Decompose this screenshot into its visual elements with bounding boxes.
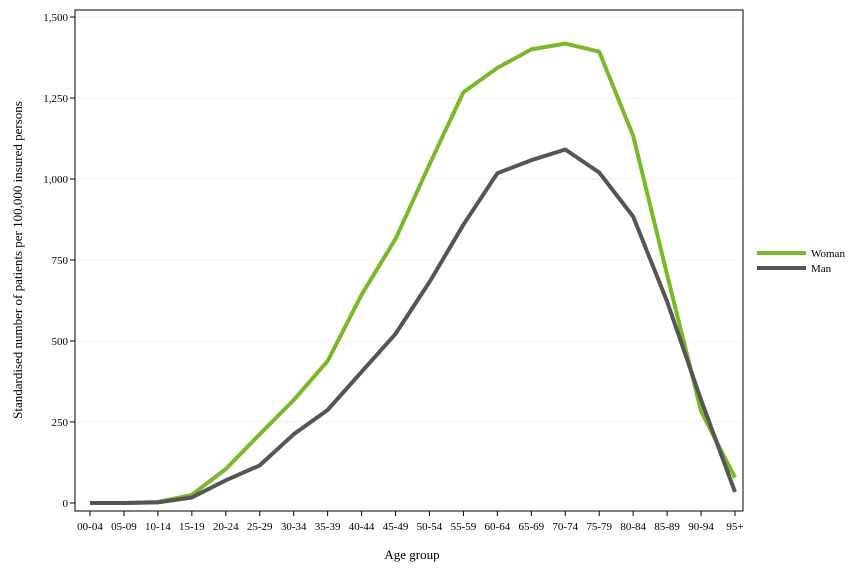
x-tick-label: 40-44 bbox=[349, 521, 375, 533]
y-tick-label: 1,250 bbox=[43, 93, 68, 105]
legend: Woman Man bbox=[757, 248, 845, 275]
x-tick-label: 55-59 bbox=[451, 521, 477, 533]
y-axis: 0 250 500 750 1,000 1,250 1,500 bbox=[43, 12, 75, 510]
x-axis: 00-04 05-09 10-14 15-19 20-24 25-29 30-34 35-39… bbox=[77, 511, 744, 533]
series-line-man bbox=[90, 147, 737, 505]
series-lines bbox=[90, 41, 737, 505]
x-tick-label: 60-64 bbox=[485, 521, 511, 533]
x-tick-label: 75-79 bbox=[586, 521, 612, 533]
x-tick-label: 35-39 bbox=[315, 521, 341, 533]
gridlines bbox=[75, 16, 743, 423]
y-tick-label: 750 bbox=[52, 255, 69, 267]
series-line-woman bbox=[90, 41, 737, 505]
y-tick-label: 0 bbox=[63, 498, 69, 510]
legend-label-woman: Woman bbox=[811, 248, 845, 260]
x-tick-label: 70-74 bbox=[552, 521, 578, 533]
x-tick-label: 80-84 bbox=[620, 521, 646, 533]
x-tick-label: 25-29 bbox=[247, 521, 273, 533]
x-axis-title: Age group bbox=[384, 547, 439, 562]
y-tick-label: 500 bbox=[52, 336, 69, 348]
x-tick-label: 65-69 bbox=[518, 521, 544, 533]
x-tick-label: 00-04 bbox=[77, 521, 103, 533]
x-tick-label: 20-24 bbox=[213, 521, 239, 533]
y-tick-label: 250 bbox=[52, 417, 69, 429]
x-tick-label: 95+ bbox=[726, 521, 743, 533]
x-tick-label: 90-94 bbox=[688, 521, 714, 533]
x-tick-label: 30-34 bbox=[281, 521, 307, 533]
x-tick-label: 05-09 bbox=[111, 521, 137, 533]
legend-label-man: Man bbox=[811, 263, 832, 275]
x-tick-label: 45-49 bbox=[383, 521, 409, 533]
x-tick-label: 50-54 bbox=[417, 521, 443, 533]
x-tick-label: 15-19 bbox=[179, 521, 205, 533]
y-tick-label: 1,000 bbox=[43, 174, 68, 186]
y-tick-label: 1,500 bbox=[43, 12, 68, 24]
x-tick-label: 10-14 bbox=[145, 521, 171, 533]
x-tick-label: 85-89 bbox=[654, 521, 680, 533]
y-axis-title: Standardised number of patients per 100,… bbox=[10, 101, 25, 419]
